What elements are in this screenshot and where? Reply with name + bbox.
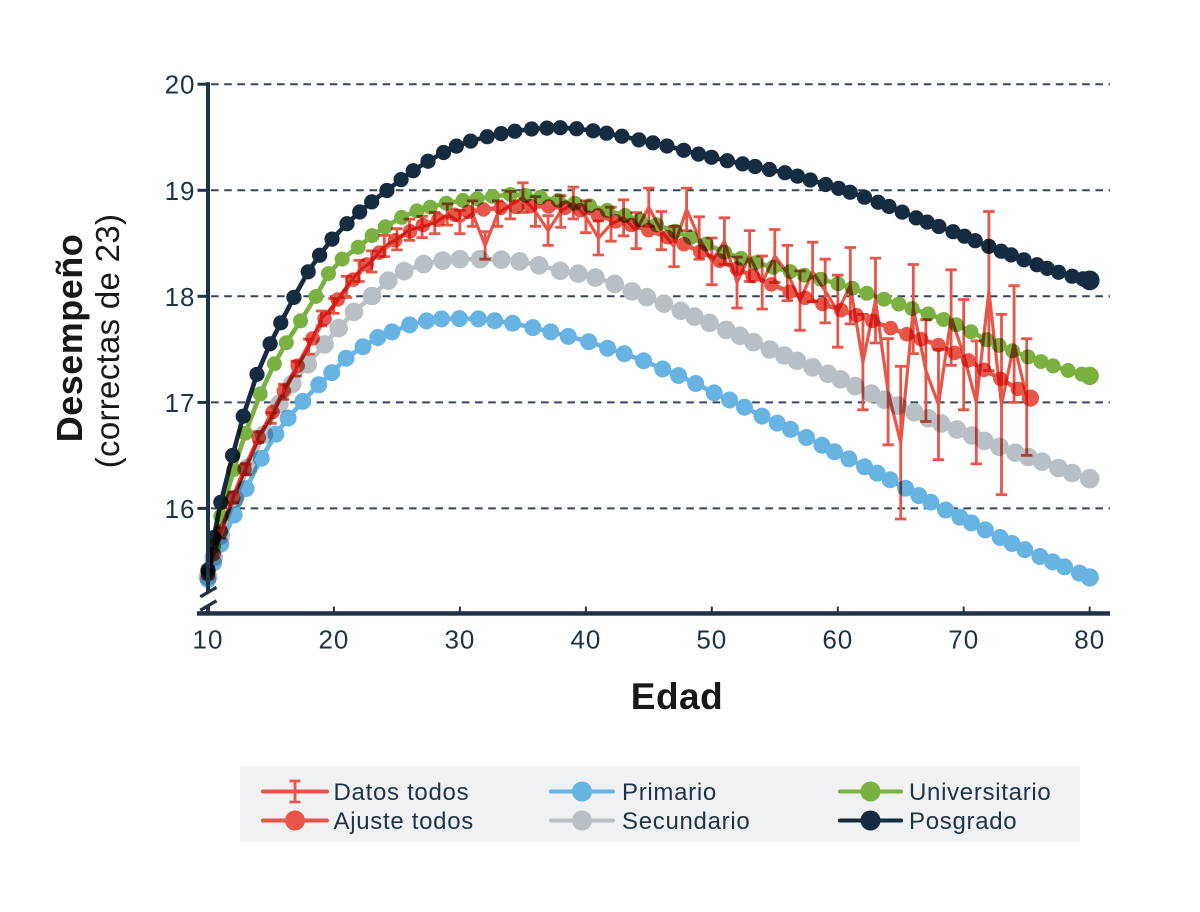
svg-text:18: 18 [165,282,196,312]
svg-text:50: 50 [696,625,727,655]
svg-text:10: 10 [193,625,224,655]
svg-text:Universitario: Universitario [909,779,1051,806]
svg-text:Edad: Edad [631,676,723,717]
svg-text:30: 30 [444,625,475,655]
svg-text:Secundario: Secundario [622,808,750,835]
svg-text:(correctas de 23): (correctas de 23) [89,214,126,469]
svg-text:Datos todos: Datos todos [334,779,470,806]
svg-text:80: 80 [1074,625,1105,655]
svg-text:Ajuste todos: Ajuste todos [334,808,474,835]
svg-text:19: 19 [165,176,196,206]
svg-text:20: 20 [165,70,196,100]
svg-text:40: 40 [570,625,601,655]
svg-text:Primario: Primario [622,779,717,806]
svg-text:70: 70 [948,625,979,655]
svg-text:17: 17 [165,388,196,418]
svg-text:Posgrado: Posgrado [909,808,1017,835]
svg-text:16: 16 [165,494,196,524]
svg-text:60: 60 [822,625,853,655]
svg-text:20: 20 [318,625,349,655]
svg-text:Desempeño: Desempeño [49,234,90,443]
